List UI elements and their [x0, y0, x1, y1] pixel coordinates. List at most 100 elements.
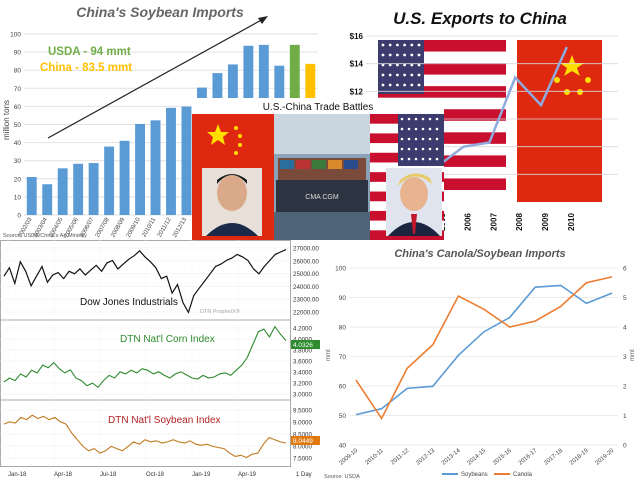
exports-xtick-label: 2009: [541, 213, 550, 231]
imports-bar: [119, 140, 130, 215]
canola-xtick-label: 2015-16: [492, 448, 513, 467]
exports-ytick-label: $14: [350, 60, 364, 69]
canola-soybean-svg: China's Canola/Soybean Imports 405060708…: [324, 248, 636, 480]
canola-xtick-label: 2016-17: [518, 448, 539, 467]
imports-ytick-label: 50: [14, 122, 22, 129]
trade-arrow-head: [258, 16, 268, 24]
canola-series-line: [355, 276, 613, 421]
market-ytick-label: 25000.00: [293, 271, 319, 278]
china-flag-icon: [517, 40, 602, 202]
canola-left-ytick: 90: [339, 295, 347, 302]
market-xtick-label: Jan-18: [8, 472, 27, 478]
imports-bar: [73, 163, 84, 215]
canola-xtick-label: 2009-10: [339, 448, 360, 467]
imports-bar: [166, 107, 176, 215]
canola-xtick-label: 2017-18: [543, 448, 564, 467]
market-ytick-label: 3.6000: [293, 359, 312, 366]
canola-left-ytick: 100: [335, 266, 346, 273]
imports-source: Source: USDA/China's Ag Ministry: [3, 233, 87, 239]
canola-left-ytick: 60: [339, 384, 347, 391]
corn-series-line: [3, 325, 287, 389]
dow-label: Dow Jones Industrials: [80, 297, 178, 308]
exports-ytick-label: $12: [350, 87, 364, 96]
soyidx-series-line: [3, 414, 287, 459]
soy-last-value: 8.0449: [293, 438, 313, 445]
exports-title: U.S. Exports to China: [393, 9, 567, 28]
imports-ytick-label: 70: [14, 86, 22, 93]
imports-xtick-label: 2012/13: [172, 216, 188, 238]
canola-xtick-label: 2019-20: [595, 448, 616, 467]
market-ytick-label: 3.2000: [293, 381, 312, 388]
market-ytick-label: 3.4000: [293, 370, 312, 377]
canola-right-ylabel: mmt: [630, 349, 636, 361]
canola-left-ytick: 80: [339, 325, 347, 332]
exports-xtick-label: 2008: [515, 213, 524, 231]
market-xtick-label: Jul-18: [100, 472, 117, 478]
canola-left-ytick: 70: [339, 354, 347, 361]
market-xtick-label: Apr-19: [238, 472, 257, 478]
exports-xtick-label: 2006: [464, 213, 473, 231]
canola-right-ytick: 6: [623, 266, 627, 273]
imports-ytick-label: 10: [14, 194, 22, 201]
canola-xtick-label: 2018-19: [569, 448, 590, 467]
imports-ytick-label: 20: [14, 176, 22, 183]
canola-right-ytick: 0: [623, 443, 627, 450]
canola-source: Source: USDA: [324, 474, 360, 480]
market-ytick-label: 26000.00: [293, 258, 319, 265]
imports-xtick-label: 2011/12: [157, 216, 173, 238]
soy-last-badge: [291, 436, 320, 445]
market-ytick-label: 7.5000: [293, 456, 312, 463]
trade-arrow-icon: [47, 17, 266, 139]
market-ytick-label: 3.0000: [293, 392, 312, 399]
imports-ytick-label: 0: [17, 213, 21, 220]
market-ytick-label: 8.5000: [293, 432, 312, 439]
legend-canola-label: Canola: [513, 472, 533, 478]
canola-right-ytick: 4: [623, 325, 627, 332]
canola-title: China's Canola/Soybean Imports: [394, 248, 565, 260]
canola-xtick-label: 2014-15: [467, 448, 488, 467]
china-star-icon: [207, 124, 229, 145]
imports-title: China's Soybean Imports: [76, 4, 244, 20]
imports-bar: [57, 168, 68, 215]
market-xtick-label: Jan-19: [192, 472, 211, 478]
corn-last-badge: [291, 340, 320, 349]
market-ytick-label: 24000.00: [293, 284, 319, 291]
imports-bar: [26, 176, 37, 215]
market-ytick-label: 8.0000: [293, 444, 312, 451]
market-ytick-label: 9.0000: [293, 420, 312, 427]
ship-hull-text: CMA CGM: [305, 194, 339, 201]
exports-ytick-label: $16: [350, 32, 364, 41]
trade-battles-montage: U.S.-China Trade Battles CMA CGM: [192, 98, 444, 240]
market-ytick-label: 23000.00: [293, 297, 319, 304]
imports-bar: [42, 184, 53, 215]
market-indexes-svg: Dow Jones Industrials DTN ProphetX® DTN …: [0, 240, 320, 478]
imports-bar: [104, 146, 115, 215]
imports-xtick-label: 2008/09: [110, 216, 126, 238]
canola-right-ytick: 5: [623, 295, 627, 302]
soybeans-series-line: [355, 284, 613, 416]
imports-ytick-label: 80: [14, 68, 22, 75]
canola-left-ytick: 50: [339, 413, 347, 420]
market-ytick-label: 9.5000: [293, 408, 312, 415]
imports-xtick-label: 2009/10: [126, 216, 142, 238]
imports-ytick-label: 100: [10, 32, 21, 39]
imports-ytick-label: 90: [14, 50, 22, 57]
china-annotation: China - 83.5 mmt: [40, 62, 132, 74]
corn-label: DTN Nat'l Corn Index: [120, 334, 215, 345]
usda-annotation: USDA - 94 mmt: [48, 46, 131, 58]
imports-ytick-label: 40: [14, 140, 22, 147]
market-xtick-label: Apr-18: [54, 472, 73, 478]
canola-left-ytick: 40: [339, 443, 347, 450]
canola-soybean-chart: China's Canola/Soybean Imports 40 50 60 70 8…: [322, 240, 640, 480]
canola-xtick-label: 2011-12: [390, 448, 411, 467]
montage-svg: U.S.-China Trade Battles CMA CGM: [192, 98, 444, 240]
imports-bar: [135, 123, 146, 215]
market-indexes-chart: Dow Jones Industrials DTN ProphetX® DTN …: [0, 240, 322, 480]
canola-xtick-label: 2010-11: [364, 448, 385, 467]
mk-corner-label: 1 Day: [296, 472, 312, 478]
imports-xtick-label: 2007/08: [95, 216, 111, 238]
imports-xtick-label: 2010/11: [141, 216, 157, 238]
imports-ytick-label: 60: [14, 104, 22, 111]
market-ytick-label: 27000.00: [293, 246, 319, 253]
imports-bar: [150, 120, 161, 215]
